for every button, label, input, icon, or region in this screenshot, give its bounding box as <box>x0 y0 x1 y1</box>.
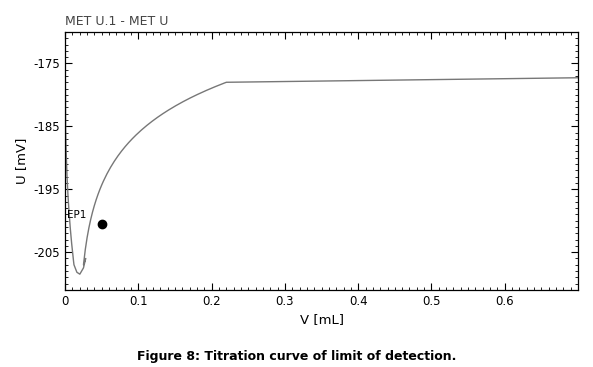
Text: Figure 8: Titration curve of limit of detection.: Figure 8: Titration curve of limit of de… <box>137 350 456 363</box>
Text: EP1: EP1 <box>66 210 86 219</box>
Y-axis label: U [mV]: U [mV] <box>15 138 28 184</box>
Text: MET U.1 - MET U: MET U.1 - MET U <box>65 15 168 28</box>
X-axis label: V [mL]: V [mL] <box>299 313 343 326</box>
